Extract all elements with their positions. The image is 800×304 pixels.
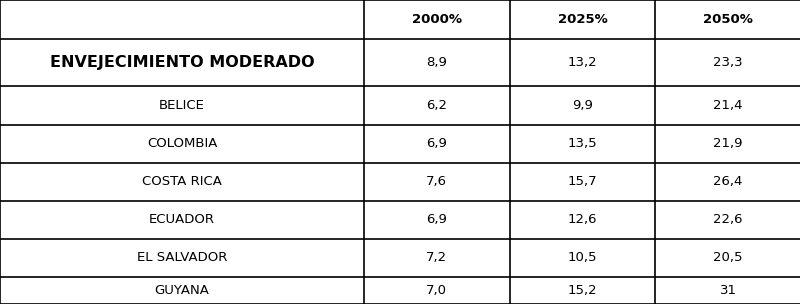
Text: 21,4: 21,4 bbox=[714, 99, 742, 112]
Text: 6,9: 6,9 bbox=[426, 213, 447, 226]
Text: 22,6: 22,6 bbox=[714, 213, 742, 226]
Text: 7,6: 7,6 bbox=[426, 175, 447, 188]
Text: ECUADOR: ECUADOR bbox=[149, 213, 215, 226]
Text: EL SALVADOR: EL SALVADOR bbox=[137, 251, 227, 264]
Text: 15,7: 15,7 bbox=[567, 175, 598, 188]
Text: 8,9: 8,9 bbox=[426, 56, 447, 69]
Text: 12,6: 12,6 bbox=[568, 213, 597, 226]
Text: 13,5: 13,5 bbox=[567, 137, 598, 150]
Text: 9,9: 9,9 bbox=[572, 99, 593, 112]
Text: 7,2: 7,2 bbox=[426, 251, 447, 264]
Text: COLOMBIA: COLOMBIA bbox=[147, 137, 217, 150]
Text: 2025%: 2025% bbox=[558, 13, 607, 26]
Text: 13,2: 13,2 bbox=[567, 56, 598, 69]
Text: 15,2: 15,2 bbox=[567, 284, 598, 297]
Text: ENVEJECIMIENTO MODERADO: ENVEJECIMIENTO MODERADO bbox=[50, 55, 314, 70]
Text: 23,3: 23,3 bbox=[713, 56, 743, 69]
Text: 2050%: 2050% bbox=[703, 13, 753, 26]
Text: 31: 31 bbox=[719, 284, 737, 297]
Text: COSTA RICA: COSTA RICA bbox=[142, 175, 222, 188]
Text: 6,9: 6,9 bbox=[426, 137, 447, 150]
Text: BELICE: BELICE bbox=[159, 99, 205, 112]
Text: 7,0: 7,0 bbox=[426, 284, 447, 297]
Text: 26,4: 26,4 bbox=[714, 175, 742, 188]
Text: 10,5: 10,5 bbox=[568, 251, 597, 264]
Text: 2000%: 2000% bbox=[412, 13, 462, 26]
Text: 21,9: 21,9 bbox=[714, 137, 742, 150]
Text: 20,5: 20,5 bbox=[714, 251, 742, 264]
Text: 6,2: 6,2 bbox=[426, 99, 447, 112]
Text: GUYANA: GUYANA bbox=[154, 284, 210, 297]
